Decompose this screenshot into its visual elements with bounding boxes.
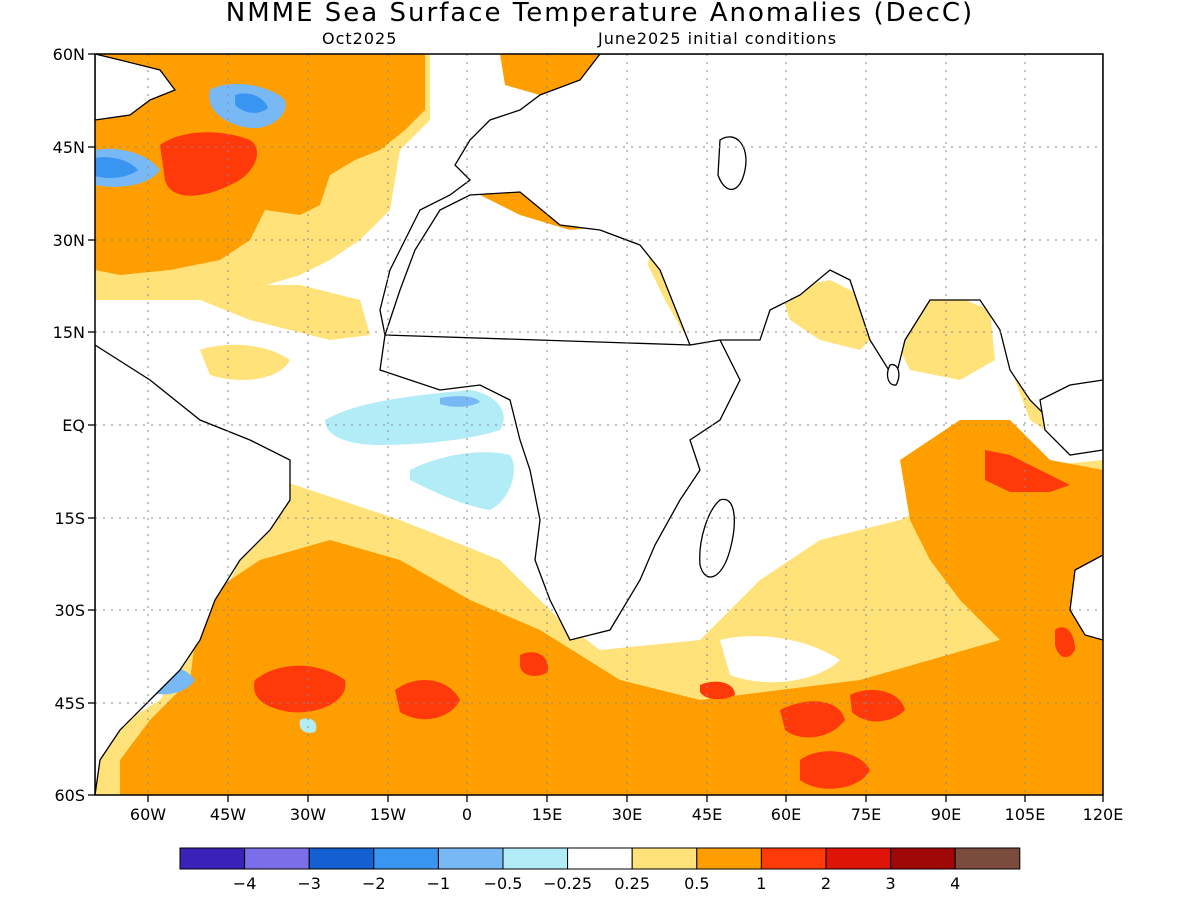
colorbar-label: 3 [886, 874, 896, 893]
tick-marks [88, 53, 1104, 802]
colorbar-label: 0.5 [684, 874, 709, 893]
indian-ocean-calm-2 [720, 636, 840, 683]
colorbar-label: −4 [233, 874, 257, 893]
lon-label: 60W [130, 805, 166, 824]
colorbar-label: −0.5 [484, 874, 523, 893]
south-america [95, 344, 291, 795]
lat-label: 30S [54, 601, 85, 620]
latitude-labels: 60N 45N 30N 15N EQ 15S 30S 45S 60S [53, 45, 85, 805]
colorbar-swatch [825, 847, 892, 870]
north-atlantic-hot-spot [160, 132, 258, 196]
map-title: NMME Sea Surface Temperature Anomalies (… [225, 0, 975, 28]
lon-label: 105E [1005, 805, 1046, 824]
longitude-labels: 60W 45W 30W 15W 0 15E 30E 45E 60E 75E 90… [130, 805, 1123, 824]
scandinavia-warm [500, 54, 600, 95]
gridlines [95, 54, 1103, 795]
africa-eurasia-landmass [379, 54, 1103, 641]
colorbar-swatch [954, 847, 1021, 870]
colorbar-label: −3 [297, 874, 321, 893]
coastlines [95, 54, 1103, 795]
lat-label: 30N [53, 231, 85, 250]
lon-label: 120E [1083, 805, 1124, 824]
lon-label: 45E [692, 805, 722, 824]
colorbar-swatch [308, 847, 375, 870]
tropical-atlantic-warm-patch [200, 344, 290, 380]
lon-label: 30W [290, 805, 326, 824]
south-atlantic-hot-1 [254, 665, 346, 713]
colorbar-label: −2 [362, 874, 386, 893]
lat-label: 60N [53, 45, 85, 64]
lat-label: EQ [62, 416, 85, 435]
colorbar-label: −1 [427, 874, 451, 893]
lon-label: 15W [370, 805, 406, 824]
colorbar-label: 2 [821, 874, 831, 893]
lat-label: 15N [53, 323, 85, 342]
colorbar-swatch [502, 847, 569, 870]
southern-ocean-hot-2 [850, 690, 905, 722]
south-atlantic-orange [120, 540, 1103, 795]
south-atlantic-hot-2 [395, 679, 460, 720]
colorbar-swatch [890, 847, 956, 870]
anomaly-field [95, 54, 1103, 795]
southern-ocean-hot-4 [700, 681, 735, 700]
north-atlantic-cold-patch-1-core [235, 93, 268, 113]
lat-label: 45N [53, 138, 85, 157]
colorbar-swatch [437, 847, 504, 870]
colorbar: −4 −3 −2 −1 −0.5 −0.25 0.25 0.5 1 2 3 4 [179, 847, 1021, 893]
borneo-sumatra [1039, 379, 1103, 456]
colorbar-swatch [696, 847, 762, 870]
lon-label: 45W [210, 805, 246, 824]
south-tropical-atlantic-cool [410, 452, 514, 510]
sumatra-hot-spot [985, 450, 1070, 492]
lon-label: 90E [931, 805, 961, 824]
lon-label: 0 [462, 805, 472, 824]
west-atlantic-warm [95, 285, 370, 340]
greenland-tip [95, 54, 177, 121]
colorbar-label: 0.25 [614, 874, 650, 893]
caspian-sea [717, 136, 747, 191]
lat-label: 60S [54, 786, 85, 805]
lon-label: 15E [532, 805, 562, 824]
madagascar [699, 498, 735, 578]
indian-ocean-hot [1055, 627, 1075, 658]
colorbar-label: 4 [950, 874, 960, 893]
southern-ocean-cool [299, 718, 317, 733]
colorbar-swatch [179, 847, 246, 870]
lon-label: 75E [851, 805, 881, 824]
colorbar-swatch [244, 847, 310, 870]
north-atlantic-cold-patch-2-core [95, 157, 138, 178]
colorbar-label: −0.25 [543, 874, 592, 893]
australia [1069, 554, 1103, 641]
initial-conditions: June2025 initial conditions [598, 29, 838, 48]
lat-label: 15S [54, 509, 85, 528]
southern-ocean-hot-1 [780, 701, 845, 738]
colorbar-swatch [760, 847, 827, 870]
southern-ocean-hot-5 [520, 652, 549, 676]
north-atlantic-orange-region [95, 54, 425, 275]
lon-label: 60E [771, 805, 801, 824]
colorbar-swatch [631, 847, 698, 870]
colorbar-swatch [373, 847, 439, 870]
colorbar-label: 1 [756, 874, 766, 893]
gulf-of-guinea-cool-core [440, 396, 480, 407]
lon-label: 30E [612, 805, 642, 824]
southern-ocean-hot-3 [800, 751, 870, 789]
forecast-month: Oct2025 [322, 29, 398, 48]
colorbar-swatch [567, 847, 633, 870]
lat-label: 45S [54, 694, 85, 713]
sri-lanka [886, 363, 900, 386]
